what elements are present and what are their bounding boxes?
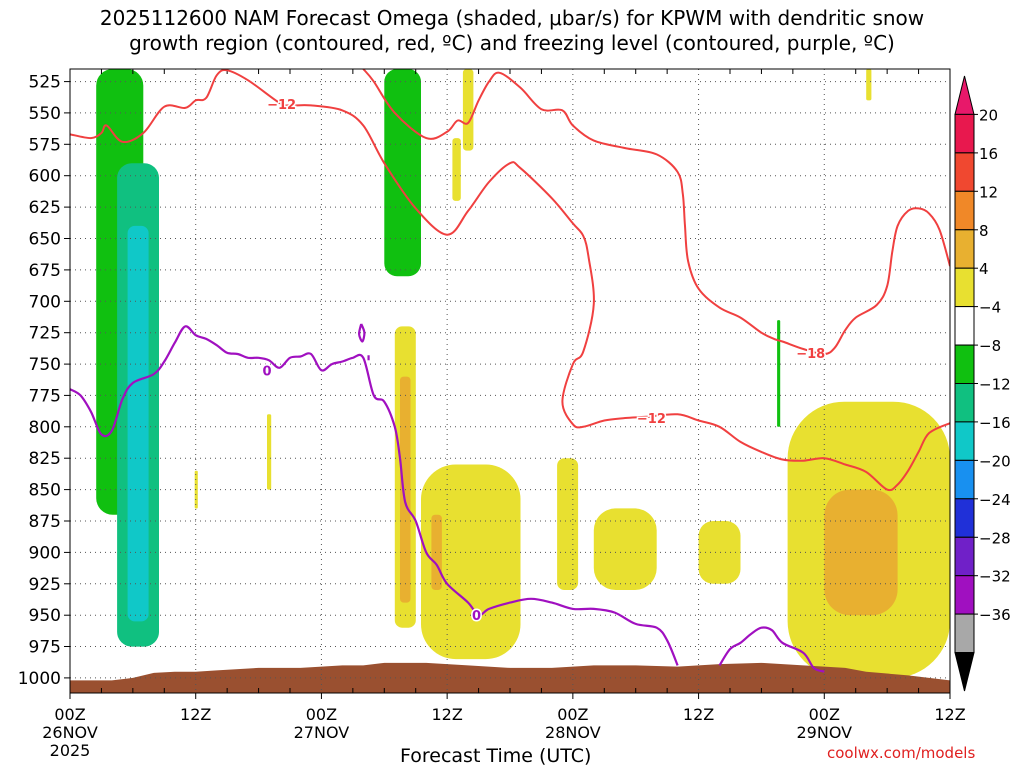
colorbar-label: −8 (979, 337, 1001, 355)
grid-lines (70, 69, 950, 693)
colorbar-bin (954, 421, 975, 461)
y-axis: 525 550 575 600 625 650 675 700 725 750 775 800 825 8… (18, 73, 70, 689)
y-tick-label: 700 (29, 292, 61, 312)
x-tick-date: 28NOV (545, 723, 601, 742)
freezing-contour-0 (70, 325, 679, 666)
y-tick-label: 650 (29, 230, 61, 250)
y-tick-label: 875 (29, 512, 61, 532)
x-tick-label: 00Z (306, 705, 337, 724)
y-tick-label: 950 (29, 606, 61, 626)
colorbar-bin (954, 575, 975, 615)
dgz-label-1: −12 (637, 412, 666, 427)
y-tick-label: 575 (29, 135, 61, 155)
omega-region-9 (557, 458, 579, 590)
colorbar-bin (954, 613, 975, 653)
x-tick-date: 29NOV (796, 723, 852, 742)
chart-title: 2025112600 NAM Forecast Omega (shaded, μ… (99, 6, 925, 55)
colorbar-label: 8 (979, 222, 989, 240)
dgz-contour-1 (362, 69, 950, 356)
x-axis-title: Forecast Time (UTC) (400, 745, 592, 767)
y-tick-label: 900 (29, 543, 61, 563)
colorbar-bin (954, 75, 975, 115)
dgz-label-2: −18 (796, 347, 825, 362)
colorbar-bin (954, 459, 975, 500)
omega-region-15 (452, 138, 461, 201)
y-tick-label: 600 (29, 167, 61, 187)
omega-region-11 (698, 521, 741, 584)
omega-region-14 (462, 69, 474, 151)
y-tick-label: 775 (29, 386, 61, 406)
omega-region-10 (593, 508, 657, 590)
x-tick-year: 2025 (50, 741, 91, 760)
colorbar-bin (954, 152, 975, 192)
x-tick-label: 00Z (809, 705, 840, 724)
freezing-contour-1 (718, 626, 825, 673)
colorbar-label: 16 (979, 145, 998, 163)
plot-frame (69, 68, 951, 694)
colorbar-label: −20 (979, 452, 1011, 470)
y-tick-label: 725 (29, 324, 61, 344)
x-tick-label: 12Z (683, 705, 714, 724)
dgz-label-0: −12 (267, 98, 296, 113)
colorbar-label: 12 (979, 183, 998, 201)
omega-region-16 (866, 69, 872, 101)
y-tick-label: 625 (29, 198, 61, 218)
colorbar-label: −4 (979, 299, 1001, 317)
x-tick-date: 26NOV (42, 723, 98, 742)
y-tick-label: 1000 (18, 669, 61, 689)
contour-labels: −12 −12 −18 0 0 (261, 97, 827, 626)
contour-lines (70, 69, 950, 673)
colorbar-label: 4 (979, 260, 989, 278)
x-tick-date: 27NOV (294, 723, 350, 742)
colorbar-label: −36 (979, 606, 1011, 624)
colorbar-bin (954, 190, 975, 231)
y-tick-label: 525 (29, 73, 61, 93)
colorbar-label: −32 (979, 568, 1011, 586)
omega-region-17 (267, 414, 272, 490)
dgz-contour-0 (70, 69, 950, 492)
y-tick-label: 975 (29, 638, 61, 658)
y-tick-label: 825 (29, 449, 61, 469)
y-tick-label: 925 (29, 575, 61, 595)
y-tick-label: 850 (29, 481, 61, 501)
freezing-label-0: 0 (262, 364, 271, 379)
y-tick-label: 750 (29, 355, 61, 375)
omega-region-7 (421, 464, 521, 660)
x-tick-label: 00Z (557, 705, 588, 724)
x-tick-label: 12Z (431, 705, 462, 724)
colorbar-bin (954, 652, 975, 692)
y-tick-label: 800 (29, 418, 61, 438)
y-tick-label: 550 (29, 104, 61, 124)
colorbar-bin (954, 229, 975, 269)
colorbar-bin (954, 383, 975, 423)
x-tick-label: 12Z (934, 705, 965, 724)
colorbar-label: −24 (979, 491, 1011, 509)
colorbar-bin (954, 267, 975, 308)
freezing-label-1: 0 (472, 609, 481, 624)
colorbar-label: 20 (979, 106, 998, 124)
colorbar-label: −28 (979, 529, 1011, 547)
omega-region-4 (777, 320, 781, 427)
colorbar-bin (954, 344, 975, 385)
x-tick-label: 00Z (54, 705, 85, 724)
colorbar-label: −12 (979, 376, 1011, 394)
colorbar: 20 16 12 8 4 −4 −8 −12 −16 −20 −24 −28 −32 −36 (954, 75, 1011, 692)
credit-text: coolwx.com/models (827, 744, 976, 762)
omega-region-2 (127, 225, 149, 622)
colorbar-bin (954, 536, 975, 577)
y-tick-label: 675 (29, 261, 61, 281)
colorbar-bin (954, 113, 975, 154)
colorbar-bin (954, 306, 975, 346)
colorbar-label: −16 (979, 414, 1011, 432)
colorbar-bin (954, 498, 975, 538)
omega-shading (96, 69, 950, 678)
x-tick-label: 12Z (180, 705, 211, 724)
omega-region-3 (384, 69, 421, 277)
freezing-contour-2 (358, 323, 366, 343)
